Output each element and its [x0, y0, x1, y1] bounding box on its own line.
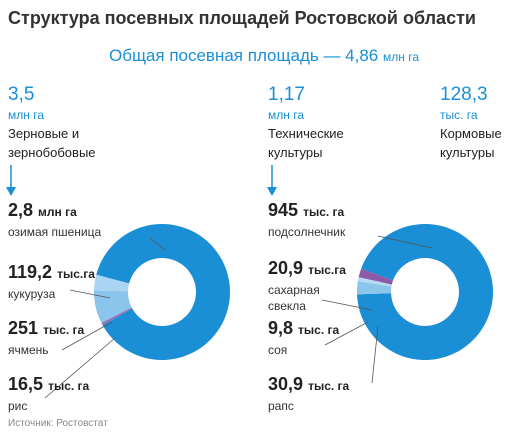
segment-label: сахарная свекла: [268, 283, 320, 313]
donut-segment: [94, 290, 132, 324]
summary-unit: млн га: [268, 108, 304, 122]
segment-value-number: 945: [268, 200, 299, 220]
donut-segment: [101, 307, 133, 325]
summary-unit: млн га: [8, 108, 44, 122]
segment-unit: тыс. га: [308, 379, 350, 393]
summary-unit: тыс. га: [440, 108, 478, 122]
subtitle-text: Общая посевная площадь — 4,86: [108, 46, 379, 65]
donut-segment: [358, 268, 394, 285]
segment-value: 2,8 млн га: [8, 200, 77, 221]
donut-segment: [96, 224, 231, 361]
segment-value-number: 2,8: [8, 200, 34, 220]
segment-value-number: 20,9: [268, 258, 304, 278]
segment-value-number: 251: [8, 318, 39, 338]
segment-unit: тыс. га: [43, 323, 85, 337]
segment-value: 119,2 тыс.га: [8, 262, 95, 283]
segment-value-number: 9,8: [268, 318, 294, 338]
segment-unit: тыс.га: [308, 263, 346, 277]
title: Структура посевных площадей Ростовской о…: [8, 8, 476, 28]
segment-label: подсолнечник: [268, 225, 346, 239]
segment-label: кукуруза: [8, 287, 56, 301]
summary-value: 128,3: [440, 84, 488, 105]
summary-label: Технические культуры: [268, 126, 344, 160]
segment-value-number: 16,5: [8, 374, 44, 394]
segment-label: ячмень: [8, 343, 49, 357]
donut-segment: [357, 224, 493, 360]
donut-segment: [357, 277, 392, 287]
segment-value-number: 119,2: [8, 262, 53, 282]
segment-unit: тыс. га: [48, 379, 90, 393]
segment-value: 251 тыс. га: [8, 318, 84, 339]
connectors: [44, 235, 433, 399]
segment-value: 945 тыс. га: [268, 200, 344, 221]
summary-label: Зерновые и зернобобовые: [8, 126, 96, 160]
segment-label: рапс: [268, 399, 294, 413]
segment-value: 16,5 тыс. га: [8, 374, 89, 395]
segment-value: 9,8 тыс. га: [268, 318, 339, 339]
donut-segment: [356, 281, 392, 295]
subtitle-unit: млн га: [383, 50, 419, 64]
segment-unit: тыс.га: [57, 267, 95, 281]
segment-unit: тыс. га: [303, 205, 345, 219]
segment-value-number: 30,9: [268, 374, 304, 394]
donut-segment: [94, 274, 130, 292]
subtitle: Общая посевная площадь — 4,86 млн га: [0, 46, 528, 66]
arrows: [6, 165, 277, 196]
segment-value: 30,9 тыс. га: [268, 374, 349, 395]
segment-unit: млн га: [38, 205, 77, 219]
segment-label: озимая пшеница: [8, 225, 102, 239]
summary-value: 3,5: [8, 84, 35, 105]
segment-unit: тыс. га: [298, 323, 340, 337]
segment-value: 20,9 тыс.га: [268, 258, 346, 279]
summary-label: Кормовые культуры: [440, 126, 502, 160]
segment-label: соя: [268, 343, 288, 357]
summary-value: 1,17: [268, 84, 305, 105]
source: Источник: Ростовстат: [8, 418, 108, 429]
segment-label: рис: [8, 399, 28, 413]
